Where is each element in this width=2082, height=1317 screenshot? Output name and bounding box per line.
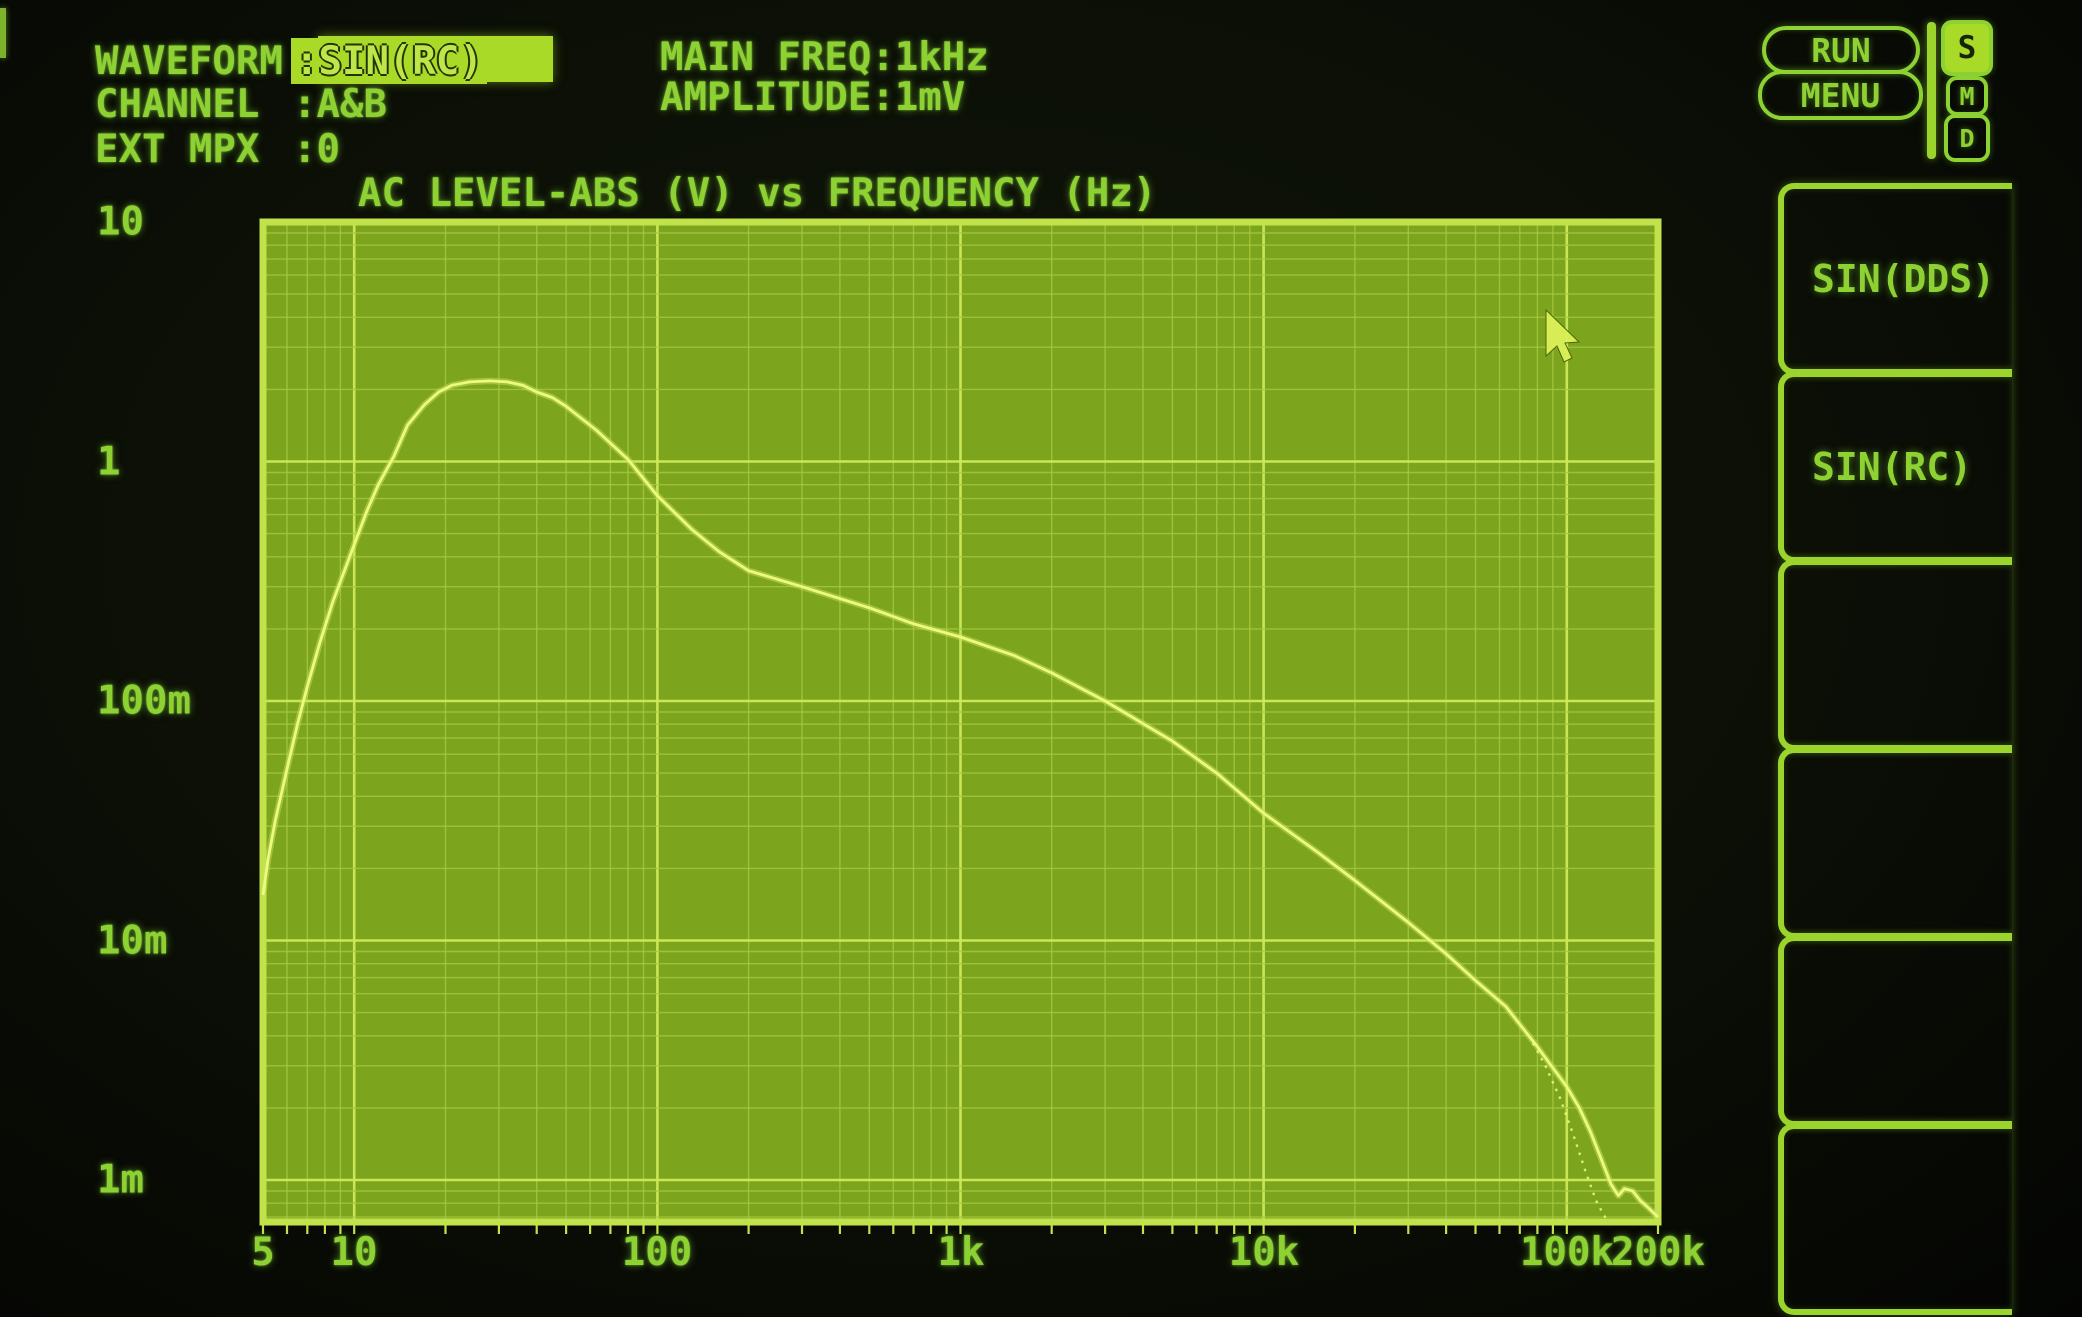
softkey-empty-4 (1778, 1123, 2012, 1315)
x-tick-label: 200k (1611, 1230, 1705, 1275)
softkey-sin-dds[interactable]: SIN(DDS) (1778, 183, 2012, 375)
x-tick-label: 100 (621, 1230, 693, 1275)
y-tick-label: 1m (97, 1157, 144, 1203)
softkey-label: SIN(RC) (1812, 445, 1973, 489)
single-mode-badge: S (1941, 20, 1993, 76)
softkey-empty-3 (1778, 935, 2012, 1127)
y-tick-label: 10m (97, 918, 168, 964)
channel-label: CHANNEL (95, 82, 260, 127)
menu-button[interactable]: MENU (1758, 70, 1923, 120)
menu-button-label: MENU (1800, 75, 1881, 115)
softkey-label: SIN(DDS) (1812, 257, 1996, 301)
x-tick-label: 10k (1228, 1230, 1300, 1275)
softkey-empty-1 (1778, 559, 2012, 751)
chart-title: AC LEVEL-ABS (V) vs FREQUENCY (Hz) (358, 171, 1157, 216)
ext-mpx-value[interactable]: :0 (293, 127, 340, 172)
softkey-empty-2 (1778, 747, 2012, 939)
y-tick-label: 10 (97, 199, 144, 245)
amplitude-readout: AMPLITUDE:1mV (660, 75, 966, 120)
main-freq-readout: MAIN FREQ:1kHz (660, 35, 989, 80)
divider-bar (1927, 22, 1936, 159)
x-tick-label: 100k (1520, 1230, 1614, 1275)
y-tick-label: 100m (97, 678, 191, 724)
waveform-value[interactable]: :SIN(RC) (291, 38, 487, 84)
d-mode-badge: D (1944, 114, 1990, 162)
x-tick-label: 5 (251, 1230, 275, 1275)
ext-mpx-label: EXT MPX (95, 127, 260, 172)
softkey-sin-rc[interactable]: SIN(RC) (1778, 371, 2012, 563)
x-tick-label: 10 (330, 1230, 378, 1275)
channel-value[interactable]: :A&B (293, 82, 387, 127)
y-tick-label: 1 (97, 439, 121, 485)
run-button-label: RUN (1811, 30, 1871, 70)
waveform-label: WAVEFORM (95, 39, 283, 84)
x-tick-label: 1k (937, 1230, 985, 1275)
screen-edge-artifact (0, 8, 6, 58)
